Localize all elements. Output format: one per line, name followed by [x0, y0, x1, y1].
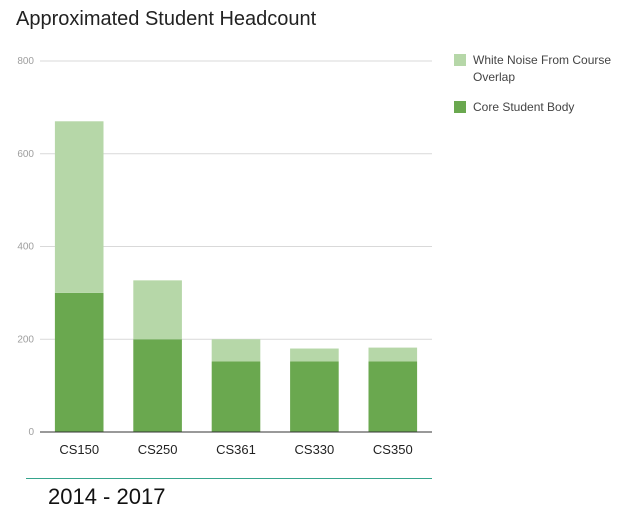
legend-item-core-student-body[interactable]: Core Student Body [454, 99, 614, 116]
x-tick-label: CS150 [59, 442, 99, 457]
bar-segment-white-noise[interactable] [290, 348, 339, 362]
bar-segment-core[interactable] [133, 339, 182, 432]
bar-segment-white-noise[interactable] [368, 347, 418, 362]
x-tick-label: CS361 [216, 442, 256, 457]
bar-segment-white-noise[interactable] [54, 121, 104, 293]
bar-segment-core[interactable] [211, 361, 261, 432]
legend: White Noise From Course Overlap Core Stu… [454, 52, 614, 129]
y-tick-label: 400 [17, 242, 34, 253]
legend-swatch-white-noise [454, 54, 466, 66]
x-tick-label: CS330 [295, 442, 335, 457]
bar-segment-white-noise[interactable] [133, 280, 182, 340]
legend-label-white-noise: White Noise From Course Overlap [473, 53, 612, 84]
bar-segment-core[interactable] [54, 292, 104, 432]
y-tick-label: 800 [17, 56, 34, 67]
y-axis-ticks: 0 200 400 600 800 [17, 56, 34, 438]
footer-date-range: 2014 - 2017 [48, 484, 166, 509]
legend-item-white-noise[interactable]: White Noise From Course Overlap [454, 52, 614, 86]
footer-divider [26, 478, 432, 479]
bars [54, 121, 418, 432]
x-axis-labels: CS150 CS250 CS361 CS330 CS350 [59, 442, 412, 457]
x-tick-label: CS250 [138, 442, 178, 457]
chart-title: Approximated Student Headcount [16, 8, 317, 30]
bar-segment-core[interactable] [290, 361, 339, 432]
y-tick-label: 600 [17, 149, 34, 160]
bar-segment-white-noise[interactable] [211, 339, 261, 362]
bar-segment-core[interactable] [368, 361, 418, 432]
y-tick-label: 200 [17, 334, 34, 345]
x-tick-label: CS350 [373, 442, 413, 457]
legend-label-core-student-body: Core Student Body [473, 100, 575, 114]
legend-swatch-core-student-body [454, 101, 466, 113]
y-tick-label: 0 [28, 427, 34, 438]
